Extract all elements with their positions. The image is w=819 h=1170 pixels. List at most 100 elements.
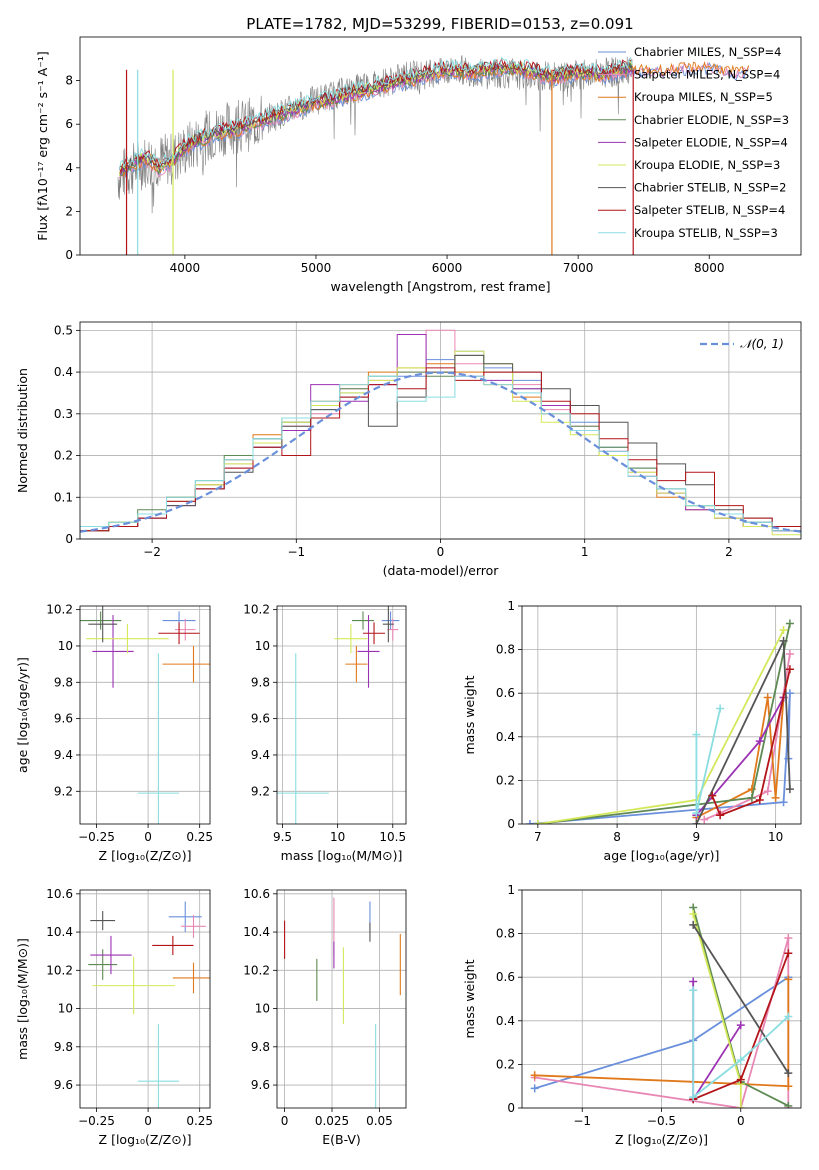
x-tick-label: 1 bbox=[581, 545, 589, 559]
error-bar-point bbox=[174, 618, 196, 641]
weight-marker bbox=[784, 1101, 793, 1108]
histogram-step bbox=[80, 375, 801, 539]
panel-residuals: −2 −1 0 1 2 0 0.1 0.2 0.3 0.4 0.5 (data-model)/erro… bbox=[15, 321, 802, 578]
y-tick-label: 0.6 bbox=[496, 686, 515, 700]
weight-marker bbox=[736, 1075, 745, 1084]
weight-line bbox=[537, 629, 785, 824]
x-axis-label: (data-model)/error bbox=[383, 563, 500, 578]
x-tick-label: 10 bbox=[768, 830, 783, 844]
y-tick-label: 9.6 bbox=[54, 1078, 73, 1092]
legend-label: Chabrier MILES, N_SSP=4 bbox=[634, 45, 781, 59]
weight-marker bbox=[784, 933, 793, 942]
weight-line bbox=[529, 693, 791, 824]
y-tick-label: 10.6 bbox=[46, 887, 73, 901]
y-tick-label: 9.8 bbox=[54, 675, 73, 689]
axes-frame bbox=[79, 605, 211, 825]
x-axis-label: Z [log₁₀(Z/Z⊙)] bbox=[615, 1132, 708, 1147]
x-tick-label: 5000 bbox=[301, 261, 332, 275]
weight-line bbox=[692, 990, 789, 1099]
x-tick-label: 0.025 bbox=[315, 1114, 349, 1128]
y-tick-label: 0.8 bbox=[496, 643, 515, 657]
legend: 𝒩(0, 1) bbox=[700, 337, 784, 351]
legend-label: 𝒩(0, 1) bbox=[740, 337, 784, 351]
figure-title: PLATE=1782, MJD=53299, FIBERID=0153, z=0… bbox=[246, 15, 633, 33]
x-tick-label: −0.25 bbox=[78, 1114, 115, 1128]
y-tick-label: 10.4 bbox=[243, 925, 270, 939]
x-tick-label: −0.5 bbox=[647, 1114, 676, 1128]
weight-marker bbox=[771, 793, 780, 802]
y-tick-label: 0.2 bbox=[496, 773, 515, 787]
weight-marker bbox=[530, 1084, 539, 1093]
y-axis-label: mass weight bbox=[462, 959, 477, 1038]
weight-marker bbox=[784, 975, 793, 984]
x-tick-label: 10.5 bbox=[379, 830, 406, 844]
weight-marker bbox=[689, 920, 698, 929]
weight-marker bbox=[784, 949, 793, 958]
y-tick-label: 4 bbox=[65, 161, 73, 175]
y-tick-label: 0.4 bbox=[54, 365, 73, 379]
plot-area bbox=[530, 903, 793, 1108]
legend-label: Kroupa ELODIE, N_SSP=3 bbox=[634, 158, 780, 172]
weight-marker bbox=[525, 820, 534, 824]
weight-marker bbox=[779, 625, 788, 634]
plot-area bbox=[277, 606, 400, 824]
y-tick-label: 9.6 bbox=[251, 712, 270, 726]
error-bar-point bbox=[277, 653, 329, 824]
y-tick-label: 9.4 bbox=[251, 748, 270, 762]
y-tick-label: 0 bbox=[507, 817, 515, 831]
weight-marker bbox=[763, 787, 772, 796]
x-tick-label: 7000 bbox=[563, 261, 594, 275]
x-axis-label: mass [log₁₀(M/M⊙)] bbox=[281, 848, 403, 863]
y-tick-label: 0 bbox=[65, 532, 73, 546]
y-tick-label: 0 bbox=[507, 1101, 515, 1115]
y-tick-label: 10.2 bbox=[243, 603, 270, 617]
weight-marker bbox=[692, 730, 701, 739]
error-bar-point bbox=[137, 653, 180, 824]
error-bar-point bbox=[345, 645, 368, 683]
x-tick-label: 4000 bbox=[170, 261, 201, 275]
y-tick-label: 0.4 bbox=[496, 1014, 515, 1028]
y-tick-label: 0.2 bbox=[496, 1057, 515, 1071]
weight-marker bbox=[785, 689, 794, 698]
panel-mass-vs-Z: −0.25 0 0.25 9.6 9.8 10 10.2 10.4 10.6 Z [log₁₀(Z… bbox=[15, 887, 213, 1147]
error-bar-point bbox=[351, 611, 375, 630]
weight-marker bbox=[784, 1069, 793, 1078]
x-axis-label: Z [log₁₀(Z/Z⊙)] bbox=[99, 848, 192, 863]
error-bar-point bbox=[162, 645, 210, 683]
model-spectrum-line bbox=[118, 57, 633, 175]
x-tick-label: 8000 bbox=[694, 261, 725, 275]
y-tick-label: 10.2 bbox=[46, 603, 73, 617]
axes-frame bbox=[79, 889, 211, 1109]
error-bar-point bbox=[92, 956, 175, 1015]
plot-area bbox=[80, 329, 801, 539]
y-tick-label: 10 bbox=[58, 639, 73, 653]
y-tick-label: 1 bbox=[507, 883, 515, 897]
x-tick-label: 0.05 bbox=[366, 1114, 393, 1128]
panel-mass-vs-EBV: 0 0.025 0.05 9.6 9.8 10 10.2 10.4 10.6 E(B-V) bbox=[243, 887, 407, 1147]
y-tick-label: 0.5 bbox=[54, 323, 73, 337]
x-tick-label: −2 bbox=[143, 545, 161, 559]
weight-marker bbox=[785, 619, 794, 628]
y-tick-label: 0.3 bbox=[54, 407, 73, 421]
weight-marker bbox=[700, 815, 709, 824]
legend-label: Chabrier ELODIE, N_SSP=3 bbox=[634, 113, 789, 127]
error-bar-point bbox=[168, 901, 202, 933]
weight-marker bbox=[708, 791, 717, 800]
legend-label: Salpeter MILES, N_SSP=4 bbox=[634, 68, 780, 82]
panel-spectrum: 4000 5000 6000 7000 8000 0 2 4 6 8 wavelength [Ang… bbox=[35, 36, 802, 294]
weight-marker bbox=[779, 636, 788, 645]
y-tick-label: 9.2 bbox=[251, 784, 270, 798]
axes-frame bbox=[521, 605, 802, 825]
weight-marker bbox=[779, 798, 788, 807]
y-tick-label: 0 bbox=[65, 248, 73, 262]
weight-marker bbox=[716, 811, 725, 820]
y-tick-label: 9.4 bbox=[54, 748, 73, 762]
weight-marker bbox=[716, 704, 725, 713]
panel-age-vs-mass: 9.5 10 10.5 9.2 9.4 9.6 9.8 10 10.2 mass [log₁₀(M… bbox=[243, 603, 407, 863]
y-tick-label: 10 bbox=[255, 639, 270, 653]
weight-marker bbox=[784, 1012, 793, 1021]
weight-marker bbox=[689, 909, 698, 918]
x-tick-label: 7 bbox=[534, 830, 542, 844]
y-tick-label: 2 bbox=[65, 204, 73, 218]
x-tick-label: 0 bbox=[437, 545, 445, 559]
